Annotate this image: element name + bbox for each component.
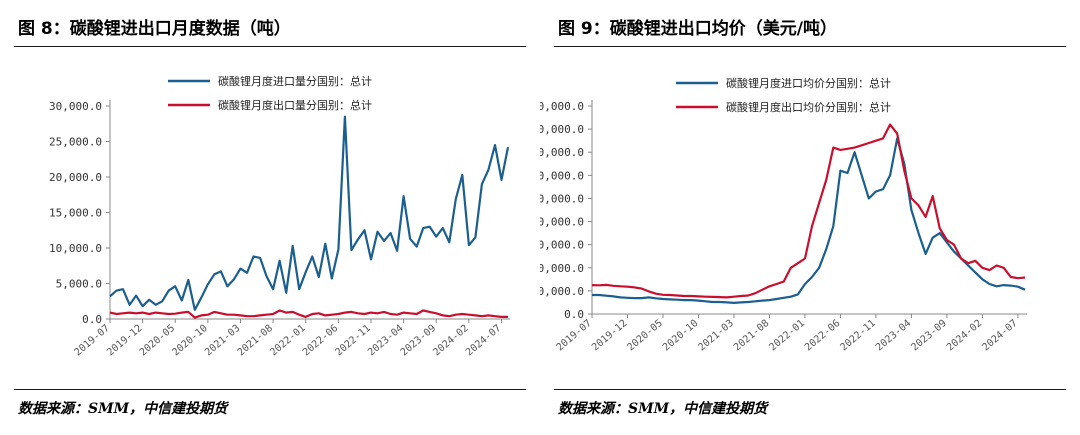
- fig8-x-tick-label: 2022-11: [334, 323, 373, 359]
- fig8-y-tick-label: 10,000.0: [49, 242, 102, 255]
- fig8-x-tick-label: 2019-07: [73, 323, 112, 359]
- figure-9-top-rule: [554, 46, 1066, 47]
- figure-8-top-rule: [14, 46, 526, 47]
- fig8-x-tick-label: 2022-06: [301, 323, 340, 359]
- figure-9-bottom-rule: [554, 389, 1066, 390]
- fig9-y-tick-label: 20,000.0: [540, 262, 584, 275]
- fig8-series-line-export: [109, 309, 508, 319]
- fig9-x-tick-label: 2019-07: [555, 318, 594, 354]
- fig9-x-tick-label: 2023-04: [874, 318, 913, 354]
- fig9-x-tick-label: 2020-10: [661, 318, 700, 354]
- fig8-y-tick-label: 15,000.0: [49, 207, 102, 220]
- fig9-x-tick-label: 2019-12: [590, 318, 629, 354]
- fig8-y-tick-label: 30,000.0: [49, 100, 102, 113]
- figure-8-source: 数据来源：SMM，中信建投期货: [18, 401, 228, 417]
- figure-9-title: 图 9：碳酸锂进出口均价（美元/吨）: [558, 19, 837, 39]
- fig8-legend-label: 碳酸锂月度进口量分国别：总计: [218, 74, 372, 88]
- fig8-y-tick-label: 20,000.0: [49, 171, 102, 184]
- figure-8-panel: 图 8：碳酸锂进出口月度数据（吨） 0.0 5,000.0 10,000.0 15,0…: [14, 19, 526, 417]
- fig8-x-tick-label: 2023-09: [399, 323, 438, 359]
- fig9-y-tick-label: 30,000.0: [540, 239, 584, 252]
- fig9-y-tick-label: 50,000.0: [540, 192, 584, 205]
- fig9-x-tick-label: 2020-05: [626, 318, 665, 354]
- fig9-series-line-export: [591, 123, 1026, 299]
- fig9-legend-label: 碳酸锂月度出口均价分国别：总计: [726, 100, 891, 114]
- figure-9-source: 数据来源：SMM，中信建投期货: [558, 401, 768, 417]
- fig9-y-tick-label: 40,000.0: [540, 216, 584, 229]
- fig8-x-tick-label: 2021-03: [203, 323, 242, 359]
- fig9-x-tick-label: 2022-11: [838, 318, 877, 354]
- fig8-x-tick-label: 2019-12: [105, 323, 144, 359]
- figure-8-bottom-rule: [14, 389, 526, 390]
- fig8-x-tick-label: 2024-07: [464, 323, 503, 359]
- fig9-legend-label: 碳酸锂月度进口均价分国别：总计: [726, 76, 891, 90]
- fig9-x-tick-label: 2023-09: [909, 318, 948, 354]
- fig8-series-line-import: [109, 115, 510, 311]
- fig8-y-tick-label: 5,000.0: [56, 278, 102, 291]
- fig8-x-tick-label: 2021-08: [236, 323, 275, 359]
- fig9-y-tick-label: 10,000.0: [540, 285, 584, 298]
- fig9-x-tick-label: 2022-01: [768, 318, 807, 354]
- fig9-x-tick-label: 2024-02: [945, 318, 984, 354]
- fig8-x-tick-label: 2020-10: [170, 323, 209, 359]
- fig8-x-tick-label: 2020-05: [138, 323, 177, 359]
- figure-8-chart: 0.0 5,000.0 10,000.0 15,000.0 20,000.0 25,000…: [49, 74, 510, 359]
- fig8-x-tick-label: 2024-02: [431, 323, 470, 359]
- figure-9-panel: 图 9：碳酸锂进出口均价（美元/吨） 0.0 10,000.0 20,000.0 30…: [540, 0, 1080, 435]
- fig8-y-tick-label: 25,000.0: [49, 136, 102, 149]
- fig9-y-tick-label: 90,000.0: [540, 100, 584, 113]
- fig9-y-tick-label: 80,000.0: [540, 123, 584, 136]
- fig8-legend-label: 碳酸锂月度出口量分国别：总计: [218, 98, 372, 112]
- fig9-y-tick-label: 60,000.0: [540, 169, 584, 182]
- fig8-x-tick-label: 2023-04: [366, 323, 405, 359]
- fig9-y-tick-label: 70,000.0: [540, 146, 584, 159]
- fig9-x-tick-label: 2022-06: [803, 318, 842, 354]
- fig9-x-tick-label: 2024-07: [980, 318, 1019, 354]
- fig8-x-tick-label: 2022-01: [268, 323, 307, 359]
- fig9-x-tick-label: 2021-03: [697, 318, 736, 354]
- fig9-x-tick-label: 2021-08: [732, 318, 771, 354]
- fig9-series-line-import: [592, 137, 1026, 304]
- figure-8-title: 图 8：碳酸锂进出口月度数据（吨）: [18, 19, 291, 39]
- figure-9-chart: 0.0 10,000.0 20,000.0 30,000.0 40,000.0 50,00…: [540, 76, 1027, 354]
- fig8-y-tick-label: 0.0: [82, 313, 102, 326]
- fig9-y-tick-label: 0.0: [564, 308, 584, 321]
